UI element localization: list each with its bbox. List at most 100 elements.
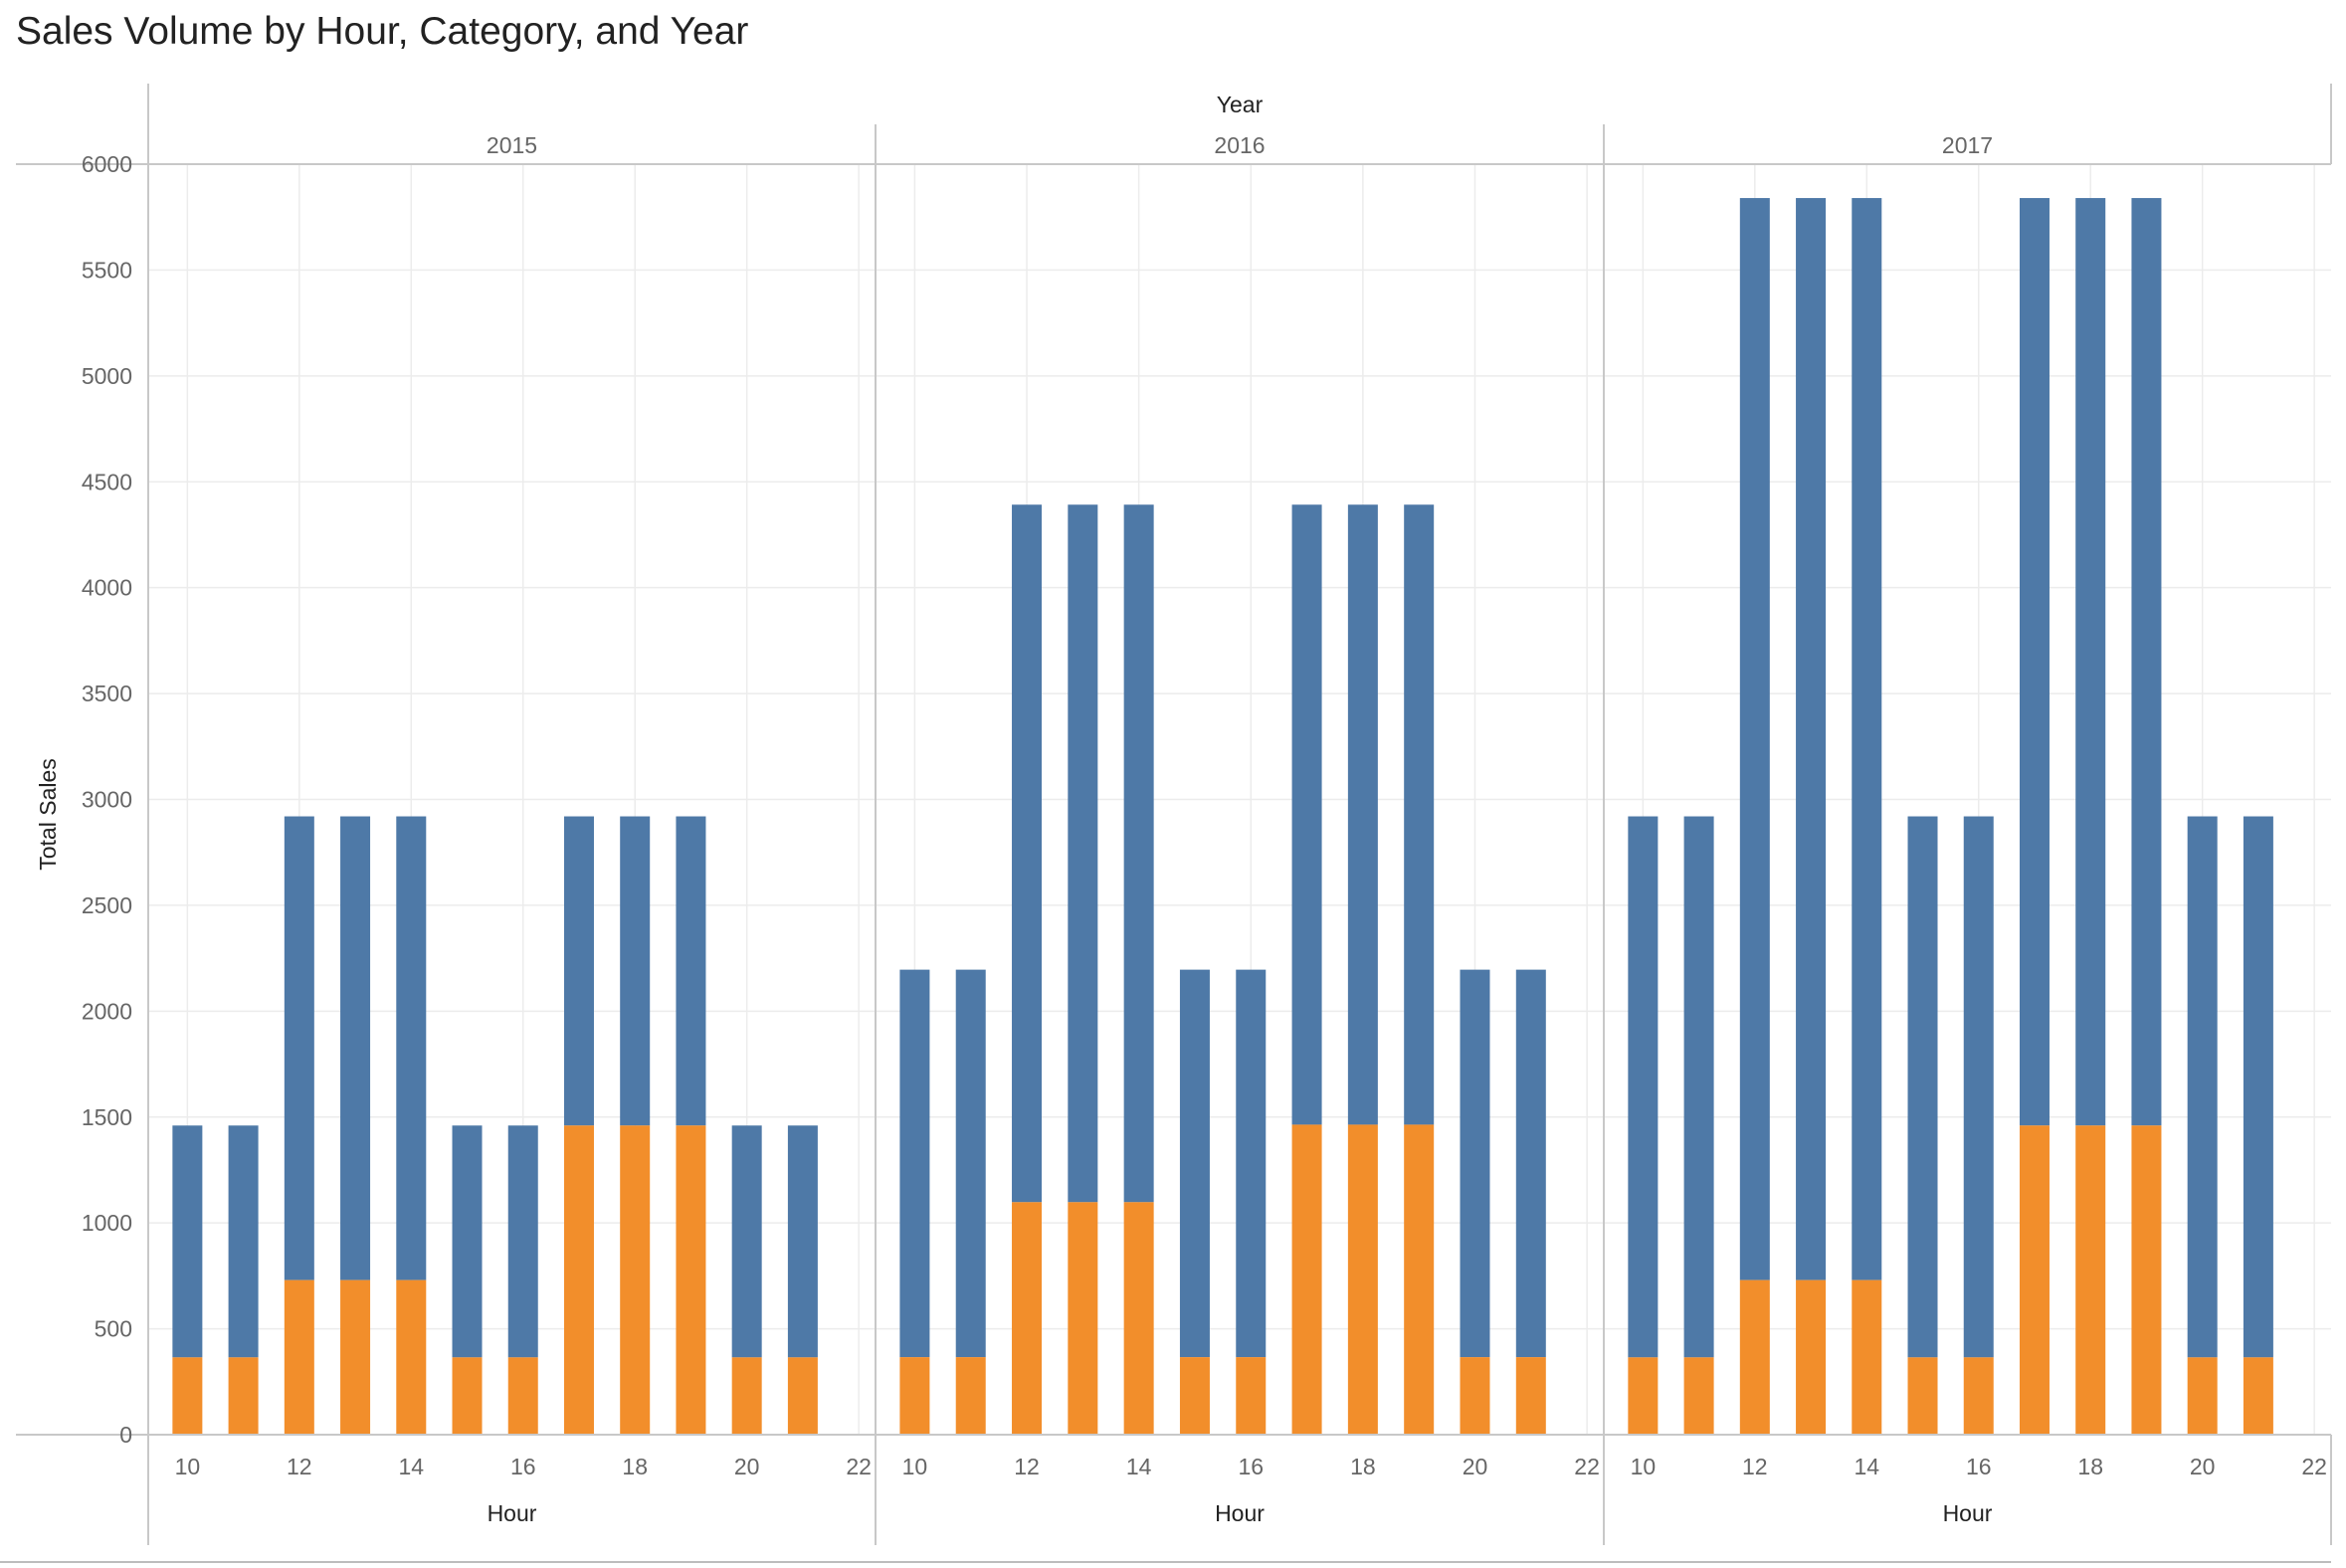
x-tick-label: 12 (1014, 1454, 1040, 1479)
bar-segment-top (284, 816, 314, 1280)
x-tick-label: 18 (2077, 1454, 2103, 1479)
y-tick-label: 4500 (82, 469, 132, 494)
y-tick-label: 0 (119, 1422, 132, 1448)
y-tick-label: 3500 (82, 681, 132, 706)
bar-segment-top (1291, 504, 1322, 1125)
bar-segment-top (1236, 969, 1267, 1358)
x-tick-label: 14 (398, 1454, 424, 1479)
year-header-2017: 2017 (1942, 132, 1993, 158)
bar-segment-top (1068, 504, 1098, 1203)
bar-segment-top (676, 816, 706, 1126)
bar-segment-bottom (2187, 1357, 2218, 1435)
bar-segment-top (172, 1125, 203, 1358)
bar-segment-bottom (1852, 1279, 1882, 1435)
bar-segment-bottom (676, 1125, 706, 1435)
x-tick-label: 20 (734, 1454, 760, 1479)
bar-segment-top (1683, 816, 1714, 1358)
bar-segment-bottom (731, 1357, 762, 1435)
bar-segment-bottom (1796, 1279, 1827, 1435)
bar-segment-top (899, 969, 930, 1358)
bar-segment-bottom (2019, 1125, 2050, 1435)
bar-segment-top (620, 816, 651, 1126)
bar-segment-top (1460, 969, 1490, 1358)
x-tick-label: 16 (1966, 1454, 1992, 1479)
bar-segment-bottom (1012, 1202, 1043, 1435)
bar-segment-bottom (1515, 1357, 1546, 1435)
x-tick-label: 10 (1631, 1454, 1657, 1479)
bar-segment-bottom (1404, 1124, 1435, 1435)
column-header-title: Year (1217, 92, 1264, 117)
bar-segment-bottom (1123, 1202, 1154, 1435)
bar-segment-top (1347, 504, 1378, 1125)
x-tick-label: 22 (1574, 1454, 1600, 1479)
bar-segment-bottom (1347, 1124, 1378, 1435)
bar-segment-bottom (228, 1357, 259, 1435)
bar-segment-top (228, 1125, 259, 1358)
x-tick-label: 12 (1742, 1454, 1768, 1479)
year-header-2016: 2016 (1214, 132, 1265, 158)
bar-segment-bottom (899, 1357, 930, 1435)
bar-segment-bottom (1068, 1202, 1098, 1435)
y-tick-label: 1000 (82, 1210, 132, 1236)
x-tick-label: 18 (1350, 1454, 1376, 1479)
bar-segment-top (955, 969, 986, 1358)
year-header-2015: 2015 (487, 132, 537, 158)
x-tick-label: 16 (1238, 1454, 1264, 1479)
bar-segment-top (2131, 198, 2162, 1126)
bar-segment-bottom (452, 1357, 483, 1435)
y-tick-label: 6000 (82, 151, 132, 177)
x-tick-label: 20 (1463, 1454, 1488, 1479)
bar-segment-bottom (1739, 1279, 1770, 1435)
bar-segment-bottom (1907, 1357, 1938, 1435)
bar-segment-bottom (2243, 1357, 2273, 1435)
chart-title: Sales Volume by Hour, Category, and Year (16, 10, 749, 53)
bar-segment-top (1012, 504, 1043, 1203)
bar-segment-top (1796, 198, 1827, 1280)
bar-segment-top (1628, 816, 1659, 1358)
bar-segment-bottom (1291, 1124, 1322, 1435)
bar-segment-top (1179, 969, 1210, 1358)
bar-segment-top (452, 1125, 483, 1358)
bar-segment-bottom (1179, 1357, 1210, 1435)
y-tick-label: 1500 (82, 1104, 132, 1130)
bar-segment-top (787, 1125, 818, 1358)
x-tick-label: 22 (2301, 1454, 2327, 1479)
x-tick-label: 12 (287, 1454, 312, 1479)
bar-segment-bottom (2075, 1125, 2106, 1435)
bar-segment-top (507, 1125, 538, 1358)
y-tick-label: 5000 (82, 363, 132, 389)
bar-segment-bottom (955, 1357, 986, 1435)
bar-segment-top (2075, 198, 2106, 1126)
bar-segment-bottom (1628, 1357, 1659, 1435)
y-tick-label: 4000 (82, 575, 132, 601)
bar-segment-bottom (1236, 1357, 1267, 1435)
bar-segment-bottom (1963, 1357, 1994, 1435)
x-tick-label: 18 (622, 1454, 648, 1479)
y-axis-title: Total Sales (35, 758, 61, 871)
y-tick-label: 5500 (82, 257, 132, 283)
bar-segment-bottom (284, 1279, 314, 1435)
x-tick-label: 16 (510, 1454, 536, 1479)
x-tick-label: 20 (2190, 1454, 2216, 1479)
y-tick-label: 2500 (82, 892, 132, 918)
bar-segment-top (1404, 504, 1435, 1125)
bar-segment-top (1739, 198, 1770, 1280)
bar-segment-bottom (507, 1357, 538, 1435)
bar-segment-top (1907, 816, 1938, 1358)
bar-segment-top (1963, 816, 1994, 1358)
bar-segment-top (563, 816, 594, 1126)
bar-segment-bottom (787, 1357, 818, 1435)
x-axis-title: Hour (1215, 1500, 1265, 1526)
y-tick-label: 3000 (82, 787, 132, 813)
x-tick-label: 22 (846, 1454, 872, 1479)
x-tick-label: 14 (1126, 1454, 1152, 1479)
bar-segment-top (2243, 816, 2273, 1358)
x-tick-label: 14 (1854, 1454, 1879, 1479)
bar-segment-bottom (620, 1125, 651, 1435)
x-tick-label: 10 (175, 1454, 201, 1479)
y-tick-label: 2000 (82, 998, 132, 1024)
x-tick-label: 10 (902, 1454, 928, 1479)
bar-segment-top (2187, 816, 2218, 1358)
bar-segment-top (1852, 198, 1882, 1280)
